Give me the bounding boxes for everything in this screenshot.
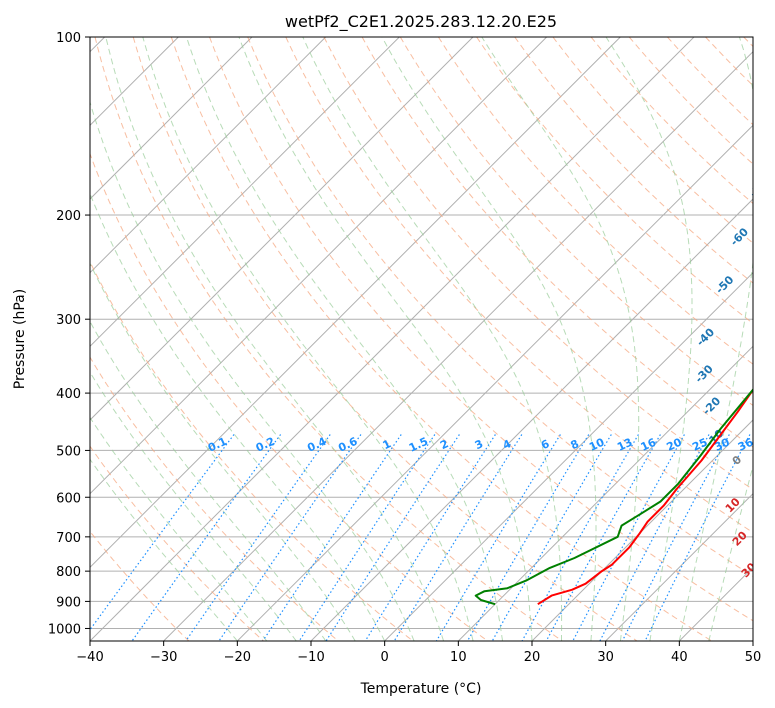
mixing-ratio-line [435, 434, 561, 641]
mixing-ratio-line [262, 434, 402, 641]
mixing-ratio-line [298, 434, 436, 641]
y-tick-label: 900 [56, 595, 81, 610]
isotherm-line [90, 37, 621, 569]
isotherm-line [605, 492, 753, 641]
mixing-ratio-label: 13 [615, 436, 634, 454]
x-tick-label: 40 [671, 650, 688, 665]
isotherm-line [531, 419, 753, 641]
x-tick-label: 0 [381, 650, 389, 665]
mixing-ratio-line [521, 434, 639, 641]
y-tick-label: 800 [56, 565, 81, 580]
moist-adiabat-line [708, 464, 753, 641]
isotherm-line [90, 37, 548, 495]
mixing-ratio-line [466, 434, 590, 641]
y-tick-label: 200 [56, 209, 81, 224]
mixing-ratio-line [218, 434, 362, 641]
axis-ticks: −40 −30 −20 −10 0 10 20 30 40 50 100 200 300 400 500 60… [48, 31, 761, 665]
isotherm-line [90, 37, 253, 200]
moist-adiabat-line [105, 37, 445, 641]
dry-adiabat-line [132, 37, 638, 641]
x-axis-label: Temperature (°C) [360, 681, 482, 697]
x-tick-label: 10 [450, 650, 467, 665]
isotherm-line [163, 50, 753, 641]
isotherm-line [90, 37, 327, 274]
dry-adiabat-line [90, 152, 488, 641]
x-tick-label: 20 [524, 650, 541, 665]
mixing-ratio-label: 10 [587, 435, 607, 453]
moist-adiabat-line [238, 37, 533, 641]
dry-adiabat-line [170, 37, 712, 641]
moist-adiabat-line [186, 37, 503, 641]
isotherm-line [90, 37, 695, 641]
mixing-ratio-label: 20 [664, 435, 684, 453]
isotherm-line [90, 37, 474, 421]
mixing-ratio-line [572, 434, 685, 641]
moist-adiabat-line [678, 37, 753, 641]
y-tick-label: 400 [56, 387, 81, 402]
dry-adiabat-line [90, 260, 414, 641]
mixing-ratio-label: 36 [736, 435, 756, 453]
moist-adiabat-line [481, 37, 640, 641]
mixing-ratio-line [621, 434, 730, 641]
dry-adiabat-line [476, 37, 753, 325]
y-tick-label: 600 [56, 491, 81, 506]
isotherm-line [384, 271, 753, 641]
dry-adiabat-line [247, 37, 753, 577]
y-tick-label: 500 [56, 444, 81, 459]
dry-adiabat-line [94, 37, 563, 641]
moist-adiabat-line [90, 416, 268, 641]
background-lines [90, 37, 753, 641]
dry-adiabat-line [90, 445, 264, 641]
dewpoint-profile-line [474, 388, 753, 606]
x-tick-label: −30 [150, 650, 177, 665]
mixing-ratio-line [131, 434, 282, 641]
x-tick-label: −40 [76, 650, 103, 665]
x-tick-label: 50 [745, 650, 762, 665]
moist-adiabat-line [90, 100, 415, 641]
dry-adiabat-line [285, 37, 753, 534]
y-tick-label: 300 [56, 313, 81, 328]
chart-title: wetPf2_C2E1.2025.283.12.20.E25 [285, 12, 557, 32]
mixing-ratio-line [364, 434, 496, 641]
plot-frame [89, 36, 754, 642]
mixing-ratio-line [393, 434, 523, 641]
y-axis-label: Pressure (hPa) [12, 289, 28, 389]
isotherm-line [236, 124, 753, 641]
isotherm-line [457, 345, 753, 641]
moist-adiabat-line [90, 320, 327, 641]
moist-adiabat-line [90, 371, 297, 641]
dry-adiabat-line [209, 37, 753, 622]
moist-adiabat-line [90, 458, 238, 641]
moist-adiabat-line [302, 37, 563, 641]
x-tick-label: −10 [297, 650, 324, 665]
dry-adiabat-line [437, 37, 753, 365]
isotherm-line [90, 37, 400, 348]
y-tick-label: 700 [56, 531, 81, 546]
mixing-ratio-line [325, 434, 460, 641]
y-tick-label: 100 [56, 31, 81, 46]
moist-adiabat-line [605, 37, 693, 641]
dry-adiabat-line [323, 37, 753, 491]
mixing-ratio-line [644, 434, 751, 641]
mixing-ratio-label: 16 [639, 436, 659, 454]
moist-adiabat-line [142, 37, 474, 641]
moist-adiabat-line [90, 192, 386, 641]
y-tick-label: 1000 [48, 622, 81, 637]
x-tick-label: −20 [224, 650, 251, 665]
mixing-ratio-line [599, 434, 710, 641]
moist-adiabat-line [381, 37, 597, 641]
x-tick-label: 30 [597, 650, 614, 665]
profiles [474, 388, 753, 606]
moist-adiabat-line [90, 262, 356, 641]
dry-adiabat-label: -70 [747, 176, 770, 199]
